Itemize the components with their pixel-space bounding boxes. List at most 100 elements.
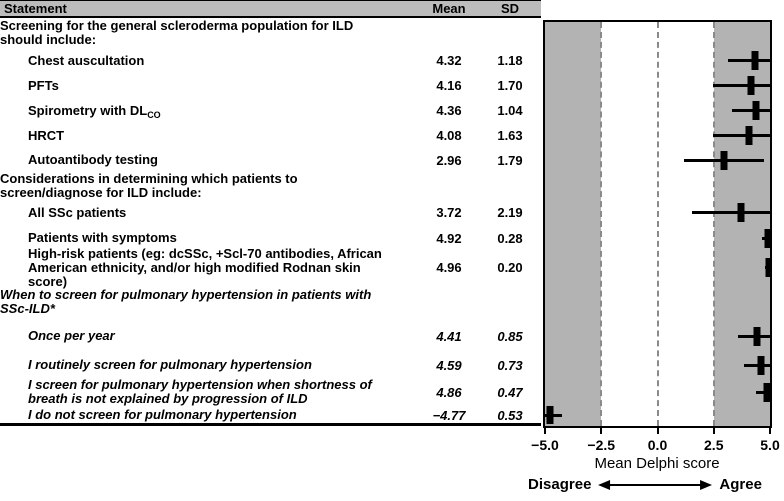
mean-value: 3.72	[436, 205, 462, 220]
mean-marker	[763, 382, 770, 402]
mean-marker	[737, 203, 745, 222]
statement-subscript: CO	[147, 109, 161, 120]
plot-row-strip	[545, 200, 770, 225]
statement-label: Autoantibody testing	[28, 148, 390, 172]
plot-row-strip	[545, 406, 770, 424]
table-row: High-risk patients (eg: dcSSc, +Scl-70 a…	[0, 246, 784, 288]
column-header-statement: Statement	[4, 1, 67, 16]
mean-value: −4.77	[432, 407, 466, 423]
mean-value: 4.32	[436, 53, 462, 68]
x-axis-tick-label: 2.5	[704, 437, 724, 453]
table-row: Autoantibody testing 2.96 1.79	[0, 148, 784, 172]
sd-error-bar	[712, 84, 770, 87]
plot-row-strip	[545, 251, 770, 284]
table-row: Patients with symptoms 4.92 0.28	[0, 225, 784, 251]
statement-text: When to screen for pulmonary hypertensio…	[0, 287, 372, 316]
table-row: I do not screen for pulmonary hypertensi…	[0, 406, 784, 424]
table-row: PFTs 4.16 1.70	[0, 73, 784, 98]
x-axis-tick	[600, 428, 603, 434]
table-row: HRCT 4.08 1.63	[0, 123, 784, 148]
table-header: Statement Mean SD	[0, 0, 541, 18]
statement-text: Considerations in determining which pati…	[0, 171, 298, 200]
mean-value: 4.16	[436, 78, 462, 93]
statement-text: PFTs	[28, 77, 59, 93]
statement-text: High-risk patients (eg: dcSSc, +Scl-70 a…	[28, 245, 382, 289]
axis-direction-legend: Disagree Agree	[528, 476, 762, 493]
column-header-sd: SD	[500, 1, 520, 16]
sd-value: 1.18	[497, 53, 523, 68]
mean-value: 4.86	[436, 384, 462, 400]
statement-label: Considerations in determining which pati…	[0, 172, 382, 200]
plot-row-strip	[545, 225, 770, 251]
statement-text: I screen for pulmonary hypertension when…	[28, 377, 372, 406]
statement-text: Screening for the general scleroderma po…	[0, 18, 354, 47]
statement-label: I routinely screen for pulmonary hyperte…	[28, 352, 390, 378]
reference-dashed-line	[656, 22, 659, 426]
mean-marker	[546, 406, 554, 424]
statement-text: I do not screen for pulmonary hypertensi…	[28, 407, 297, 422]
statement-label: Spirometry with DLCO	[28, 98, 390, 123]
consensus-shaded-band	[545, 22, 602, 426]
statement-text: I routinely screen for pulmonary hyperte…	[28, 357, 312, 372]
x-axis-tick	[656, 428, 659, 434]
plot-row-strip	[545, 123, 770, 148]
x-axis-tick	[712, 428, 715, 434]
sd-error-bar	[744, 363, 770, 367]
sd-error-bar	[712, 134, 770, 137]
mean-value: 4.08	[436, 128, 462, 143]
sd-value: 1.04	[497, 103, 523, 118]
double-arrow-icon	[598, 479, 713, 490]
mean-value: 4.36	[436, 103, 462, 118]
statement-label: High-risk patients (eg: dcSSc, +Scl-70 a…	[28, 246, 390, 288]
table-row: All SSc patients 3.72 2.19	[0, 200, 784, 225]
x-axis-tick	[769, 428, 771, 434]
plot-row-strip	[545, 48, 770, 73]
mean-marker	[720, 150, 728, 170]
x-axis-tick-label: −2.5	[587, 437, 616, 453]
statement-text: HRCT	[28, 127, 65, 143]
plot-row-strip	[545, 320, 770, 352]
table-group-row: When to screen for pulmonary hypertensio…	[0, 284, 784, 320]
statement-text: Chest auscultation	[28, 52, 145, 68]
mean-value: 4.59	[436, 357, 462, 373]
mean-marker	[765, 258, 770, 277]
mean-value: 4.92	[436, 230, 462, 246]
statement-label: Chest auscultation	[28, 48, 390, 73]
sd-value: 1.79	[497, 152, 523, 168]
mean-marker	[752, 101, 760, 120]
x-axis-tick-label: −5.0	[531, 437, 559, 453]
sd-value: 0.47	[497, 384, 523, 400]
statement-text: Once per year	[28, 328, 115, 343]
mean-marker	[753, 326, 761, 346]
plot-row-strip	[545, 98, 770, 123]
sd-value: 0.73	[497, 357, 523, 373]
statement-label: All SSc patients	[28, 200, 390, 225]
statement-label: Screening for the general scleroderma po…	[0, 18, 382, 48]
x-axis-tick-label: 5.0	[760, 437, 780, 453]
table-row: Once per year 4.41 0.85	[0, 320, 784, 352]
sd-value: 0.85	[497, 328, 523, 344]
mean-marker	[764, 228, 770, 248]
statement-label: I screen for pulmonary hypertension when…	[28, 378, 390, 406]
statement-text: All SSc patients	[28, 204, 127, 220]
mean-value: 2.96	[436, 152, 462, 168]
table-row: Spirometry with DLCO 4.36 1.04	[0, 98, 784, 123]
x-axis-title: Mean Delphi score	[594, 455, 720, 472]
statement-text: Autoantibody testing	[28, 152, 158, 167]
sd-value: 2.19	[497, 205, 523, 220]
sd-value: 1.63	[497, 128, 523, 143]
mean-marker	[747, 76, 755, 95]
sd-error-bar	[691, 211, 770, 214]
plot-row-strip	[545, 352, 770, 378]
statement-label: Once per year	[28, 320, 390, 352]
table-rows: Screening for the general scleroderma po…	[0, 18, 784, 424]
statement-label: PFTs	[28, 73, 390, 98]
plot-row-strip	[545, 378, 770, 406]
sd-value: 0.53	[497, 407, 523, 423]
reference-dashed-line	[600, 22, 603, 426]
table-group-row: Screening for the general scleroderma po…	[0, 18, 784, 48]
statement-label: HRCT	[28, 123, 390, 148]
plot-row-strip	[545, 148, 770, 172]
disagree-label: Disagree	[528, 476, 592, 493]
